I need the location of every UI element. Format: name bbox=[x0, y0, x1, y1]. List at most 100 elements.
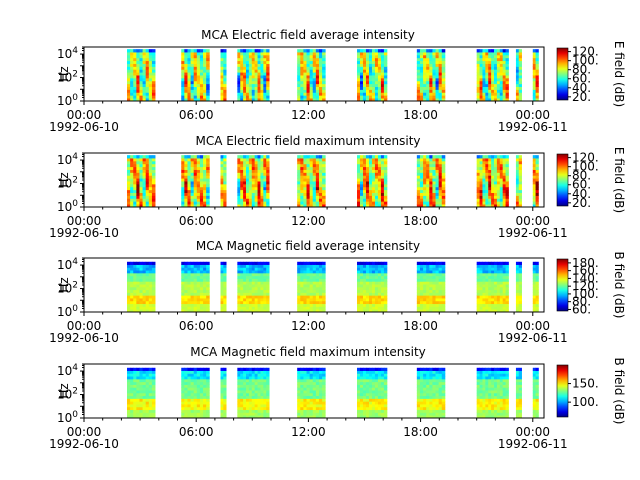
data-segment bbox=[220, 155, 227, 208]
y-tick-label: 104 bbox=[57, 46, 78, 61]
data-segment bbox=[127, 155, 156, 208]
data-segment bbox=[515, 155, 522, 208]
data-segment bbox=[532, 155, 539, 208]
colorbar-tick-label: 60. bbox=[572, 72, 591, 86]
spectrogram-panel-4: MCA Magnetic field maximum intensity 00:0… bbox=[49, 345, 626, 451]
x-tick-label: 18:00 bbox=[403, 108, 438, 122]
colorbar-label: E field (dB) bbox=[612, 41, 626, 107]
colorbar-tick-label: 100. bbox=[572, 54, 599, 68]
colorbar-tick-label: 20. bbox=[572, 90, 591, 104]
data-segment bbox=[237, 155, 270, 208]
x-date-label: 1992-06-11 bbox=[498, 437, 568, 451]
x-tick-label: 06:00 bbox=[179, 214, 214, 228]
panel-title: MCA Electric field maximum intensity bbox=[195, 134, 420, 148]
colorbar-label: E field (dB) bbox=[612, 147, 626, 213]
colorbar-tick-label: 40. bbox=[572, 81, 591, 95]
spectrogram-panel-1: MCA Electric field average intensity 00:0… bbox=[49, 28, 626, 134]
spectrogram-panel-2: MCA Electric field maximum intensity 00:0… bbox=[49, 134, 626, 240]
colorbar-tick-label: 80. bbox=[572, 169, 591, 183]
panel-title: MCA Magnetic field average intensity bbox=[196, 239, 420, 253]
data-segment bbox=[237, 49, 270, 102]
colorbar-label: B field (dB) bbox=[612, 358, 626, 425]
data-segment bbox=[297, 49, 326, 102]
colorbar-tick-label: 40. bbox=[572, 187, 591, 201]
colorbar-tick-label: 120. bbox=[572, 279, 599, 293]
x-tick-label: 06:00 bbox=[179, 319, 214, 333]
data-segment bbox=[515, 49, 522, 102]
x-tick-label: 00:00 bbox=[515, 425, 550, 439]
spectrogram-panel-3: MCA Magnetic field average intensity 00:0… bbox=[49, 239, 626, 345]
x-date-label: 1992-06-11 bbox=[498, 331, 568, 345]
x-tick-label: 18:00 bbox=[403, 425, 438, 439]
data-segment bbox=[297, 261, 326, 313]
data-segment bbox=[181, 261, 210, 313]
y-tick-label: 102 bbox=[57, 387, 78, 402]
colorbar-tick-label: 100. bbox=[572, 287, 599, 301]
x-date-label: 1992-06-11 bbox=[498, 120, 568, 134]
data-segment bbox=[416, 367, 446, 419]
x-tick-label: 00:00 bbox=[515, 108, 550, 122]
data-segment bbox=[532, 367, 539, 419]
x-date-label: 1992-06-10 bbox=[49, 120, 119, 134]
colorbar-tick-label: 20. bbox=[572, 196, 591, 210]
data-segment bbox=[476, 49, 509, 102]
x-tick-label: 00:00 bbox=[67, 108, 102, 122]
data-segment bbox=[220, 367, 227, 419]
colorbar: 20.40.60.80.100.120. E field (dB) bbox=[556, 41, 626, 107]
x-date-label: 1992-06-10 bbox=[49, 331, 119, 345]
x-tick-label: 18:00 bbox=[403, 319, 438, 333]
x-tick-label: 12:00 bbox=[291, 214, 326, 228]
y-tick-label: 102 bbox=[57, 281, 78, 296]
colorbar-tick-label: 60. bbox=[572, 302, 591, 316]
data-segment bbox=[476, 155, 509, 208]
y-axis-label: Hz bbox=[57, 277, 71, 292]
data-segment bbox=[515, 367, 522, 419]
panel-title: MCA Magnetic field maximum intensity bbox=[190, 345, 426, 359]
data-segment bbox=[532, 261, 539, 313]
colorbar-tick-label: 160. bbox=[572, 264, 599, 278]
data-segment bbox=[416, 261, 446, 313]
data-segment bbox=[181, 367, 210, 419]
data-segment bbox=[220, 261, 227, 313]
colorbar: 20.40.60.80.100.120. E field (dB) bbox=[556, 147, 626, 213]
x-tick-label: 00:00 bbox=[67, 319, 102, 333]
colorbar-tick-label: 120. bbox=[572, 45, 599, 59]
colorbar-tick-label: 120. bbox=[572, 151, 599, 165]
colorbar: 60.80.100.120.140.160.180. B field (dB) bbox=[556, 252, 626, 318]
data-segment bbox=[127, 49, 156, 102]
data-segment bbox=[476, 367, 509, 419]
y-tick-label: 102 bbox=[57, 70, 78, 85]
data-segment bbox=[532, 49, 539, 102]
colorbar: 100. 150. B field (dB) bbox=[556, 358, 626, 425]
data-segment bbox=[181, 49, 210, 102]
data-segment bbox=[476, 261, 509, 313]
y-axis-label: Hz bbox=[57, 383, 71, 398]
data-segment bbox=[416, 49, 446, 102]
x-tick-label: 12:00 bbox=[291, 425, 326, 439]
x-tick-label: 00:00 bbox=[515, 214, 550, 228]
x-date-label: 1992-06-10 bbox=[49, 437, 119, 451]
colorbar-tick-label: 80. bbox=[572, 63, 591, 77]
data-segment bbox=[181, 155, 210, 208]
y-axis-label: Hz bbox=[57, 66, 71, 81]
x-tick-label: 00:00 bbox=[67, 214, 102, 228]
x-tick-label: 06:00 bbox=[179, 108, 214, 122]
colorbar-tick-label: 100. bbox=[572, 395, 599, 409]
data-segment bbox=[357, 367, 388, 419]
colorbar-tick-label: 80. bbox=[572, 295, 591, 309]
y-axis-label: Hz bbox=[57, 172, 71, 187]
colorbar-tick-label: 150. bbox=[572, 377, 599, 391]
colorbar-tick-label: 180. bbox=[572, 256, 599, 270]
x-tick-label: 12:00 bbox=[291, 319, 326, 333]
data-segment bbox=[127, 261, 156, 313]
data-segment bbox=[127, 367, 156, 419]
colorbar-tick-label: 140. bbox=[572, 271, 599, 285]
data-segment bbox=[515, 261, 522, 313]
data-segment bbox=[237, 367, 270, 419]
data-segment bbox=[357, 49, 388, 102]
y-tick-label: 104 bbox=[57, 152, 78, 167]
x-tick-label: 18:00 bbox=[403, 214, 438, 228]
y-tick-label: 100 bbox=[57, 410, 78, 425]
panel-title: MCA Electric field average intensity bbox=[201, 28, 415, 42]
